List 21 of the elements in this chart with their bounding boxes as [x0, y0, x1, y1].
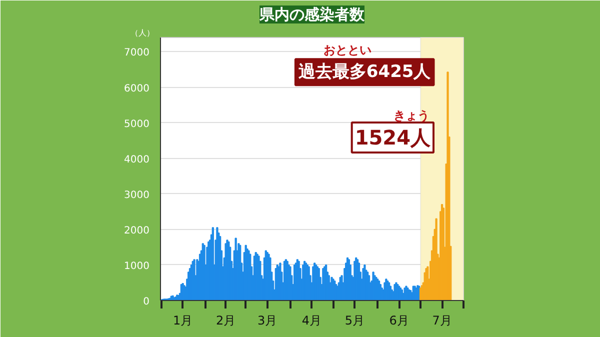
annotation: 1524人: [354, 125, 432, 150]
x-tick-label: 7月: [432, 314, 452, 328]
x-tick-label: 3月: [258, 314, 278, 328]
x-tick-label: 4月: [302, 314, 322, 328]
x-tick-label: 5月: [344, 314, 364, 328]
annotation: 過去最多6425人: [297, 62, 432, 82]
y-tick-label: 5000: [124, 118, 150, 130]
x-tick-label: 6月: [389, 314, 409, 328]
y-tick-label: 3000: [124, 190, 150, 201]
x-tick-label: 1月: [173, 314, 193, 328]
annotation: おととい: [324, 43, 372, 58]
y-tick-label: 0: [143, 296, 150, 308]
y-tick-label: 1000: [124, 260, 150, 272]
y-tick-label: 7000: [124, 48, 150, 59]
annotation: きょう: [394, 108, 430, 122]
y-tick-label: 2000: [124, 225, 150, 236]
chart-title: 県内の感染者数: [258, 6, 366, 24]
y-axis-title: （人）: [130, 28, 154, 38]
y-tick-label: 6000: [124, 83, 150, 94]
y-tick-label: 4000: [124, 154, 150, 166]
x-tick-label: 2月: [216, 314, 236, 328]
